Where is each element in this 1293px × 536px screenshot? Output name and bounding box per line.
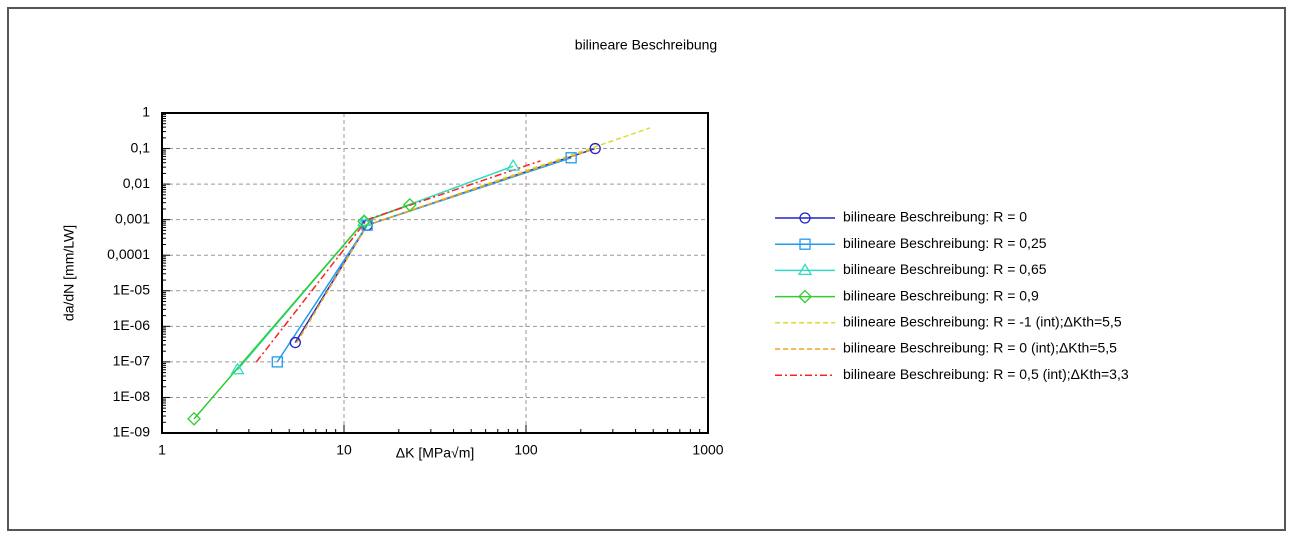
x-tick-label: 1000 — [692, 442, 723, 458]
legend-marker — [799, 212, 811, 224]
y-axis-label: da/dN [mm/LW] — [61, 225, 77, 321]
legend-label: bilineare Beschreibung: R = -1 (int);ΔKt… — [843, 314, 1122, 330]
chart-title: bilineare Beschreibung — [575, 37, 717, 53]
legend-marker — [799, 238, 811, 250]
y-tick-label: 1E-05 — [113, 281, 151, 297]
marker — [402, 197, 417, 212]
legend-label: bilineare Beschreibung: R = 0,65 — [843, 261, 1047, 277]
legend-label: bilineare Beschreibung: R = 0,25 — [843, 235, 1047, 251]
legend-label: bilineare Beschreibung: R = 0 — [843, 209, 1027, 225]
y-tick-label: 1E-07 — [113, 353, 151, 369]
legend-label: bilineare Beschreibung: R = 0 (int);ΔKth… — [843, 340, 1117, 356]
y-tick-label: 1E-06 — [113, 317, 151, 333]
marker — [506, 158, 521, 171]
plot-area — [162, 113, 708, 433]
y-tick-label: 0,001 — [115, 210, 150, 226]
x-tick-label: 10 — [336, 442, 352, 458]
legend-marker — [797, 263, 813, 276]
legend-label: bilineare Beschreibung: R = 0,5 (int);ΔK… — [843, 366, 1129, 382]
plot-border — [161, 112, 709, 434]
y-tick-label: 0,01 — [123, 175, 150, 191]
marker — [187, 411, 201, 426]
x-tick-label: 100 — [514, 442, 538, 458]
marker — [565, 152, 577, 164]
x-axis-label: ΔK [MPa√m] — [396, 445, 475, 461]
marker — [230, 362, 245, 375]
marker — [289, 336, 301, 349]
y-tick-label: 1 — [142, 104, 150, 120]
legend-label: bilineare Beschreibung: R = 0,9 — [843, 287, 1039, 303]
marker — [356, 214, 372, 226]
marker — [589, 142, 601, 155]
marker — [271, 356, 283, 368]
y-tick-label: 1E-09 — [113, 424, 151, 440]
marker — [357, 214, 372, 229]
legend-marker — [798, 289, 812, 304]
x-tick-label: 1 — [158, 442, 166, 458]
y-tick-label: 1E-08 — [113, 388, 151, 404]
y-tick-label: 0,0001 — [107, 246, 150, 262]
y-tick-label: 0,1 — [131, 139, 151, 155]
